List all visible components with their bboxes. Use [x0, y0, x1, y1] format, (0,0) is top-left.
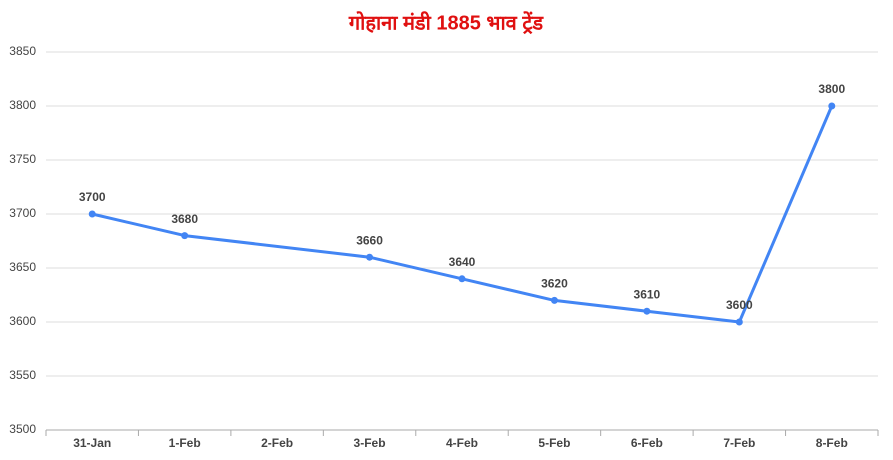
data-label: 3700 — [79, 190, 106, 204]
data-label: 3660 — [356, 233, 383, 247]
x-tick-label: 2-Feb — [261, 436, 293, 450]
line-segment — [90, 212, 187, 238]
x-tick-label: 7-Feb — [723, 436, 755, 450]
y-tick-label: 3600 — [9, 314, 36, 328]
point — [643, 307, 651, 315]
y-tick-label: 3500 — [9, 422, 36, 436]
point — [181, 232, 189, 240]
chart-title: गोहाना मंडी 1885 भाव ट्रेंड — [348, 10, 545, 34]
y-tick-label: 3800 — [9, 98, 36, 112]
line-segment — [645, 309, 741, 324]
data-label: 3680 — [171, 212, 198, 226]
point — [366, 253, 374, 261]
y-tick-label: 3550 — [9, 368, 36, 382]
point — [735, 318, 743, 326]
x-tick-label: 5-Feb — [538, 436, 570, 450]
line-segment — [368, 255, 464, 281]
y-tick-label: 3850 — [9, 44, 36, 58]
point — [550, 296, 558, 304]
y-tick-label: 3750 — [9, 152, 36, 166]
line-segment — [183, 234, 372, 259]
x-tick-label: 6-Feb — [631, 436, 663, 450]
line-segment — [552, 298, 649, 313]
x-tick-label: 3-Feb — [354, 436, 386, 450]
point — [458, 275, 466, 283]
data-label: 3610 — [634, 287, 661, 301]
x-tick-label: 31-Jan — [73, 436, 111, 450]
data-label: 3640 — [449, 255, 476, 269]
x-tick-label: 1-Feb — [169, 436, 201, 450]
data-label: 3620 — [541, 277, 568, 291]
data-label: 3800 — [818, 82, 845, 96]
x-tick-label: 4-Feb — [446, 436, 478, 450]
y-tick-label: 3700 — [9, 206, 36, 220]
data-label: 3600 — [726, 298, 753, 312]
y-tick-label: 3650 — [9, 260, 36, 274]
point — [88, 210, 96, 218]
x-tick-label: 8-Feb — [816, 436, 848, 450]
line-segment — [737, 104, 834, 324]
point — [828, 102, 836, 110]
line-segment — [460, 277, 556, 302]
